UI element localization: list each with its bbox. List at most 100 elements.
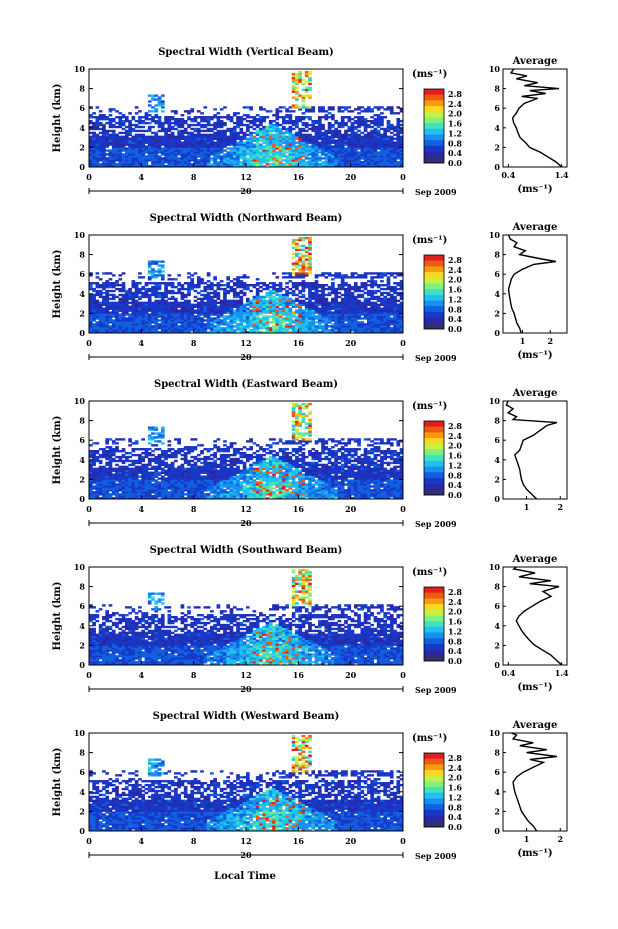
heatmap-cell [288,331,293,333]
heatmap-cell [89,141,93,144]
heatmap-cell [183,157,188,160]
heatmap-cell [383,297,388,301]
heatmap-cell [242,131,247,135]
heatmap-cell [357,121,361,125]
heatmap-cell [174,135,178,138]
heatmap-cell [144,307,149,310]
heatmap-cell [304,161,309,164]
heatmap-cell [115,151,119,154]
heatmap-cell [131,145,136,148]
heatmap-cell [360,311,365,314]
heatmap-cell [141,293,145,297]
heatmap-cell [252,118,257,121]
heatmap-cell [298,272,302,275]
heatmap-cell [295,323,299,326]
heatmap-cell [252,303,257,306]
heatmap-cell [396,121,401,125]
heatmap-cell [223,327,227,330]
heatmap-cell [226,299,231,303]
heatmap-cell [190,137,195,140]
heatmap-cell [131,303,136,306]
heatmap-cell [268,133,273,137]
heatmap-cell [134,284,139,287]
heatmap-cell [95,291,100,295]
heatmap-cell [206,153,211,156]
heatmap-cell [200,289,204,293]
heatmap-cell [89,487,93,490]
heatmap-cell [249,108,253,111]
heatmap-cell [210,291,214,295]
heatmap-cell [295,262,299,265]
heatmap-cell [295,137,299,140]
heatmap-cell [278,139,283,142]
heatmap-cell [239,284,244,287]
heatmap-cell [92,289,96,293]
heatmap-cell [160,282,165,285]
colorbar-swatch [424,123,444,130]
heatmap-cell [347,293,352,297]
heatmap-cell [210,159,214,162]
heatmap-cell [118,287,123,291]
heatmap-cell [196,135,201,138]
heatmap-cell [285,145,289,148]
heatmap-cell [252,323,257,326]
heatmap-cell [301,116,306,119]
heatmap-cell [301,248,306,252]
heatmap-cell [324,157,329,160]
heatmap-cell [268,165,273,167]
heatmap-cell [304,123,309,127]
heatmap-cell [291,305,296,308]
heatmap-cell [340,110,345,113]
heatmap-cell [272,297,276,301]
heatmap-cell [265,133,270,137]
heatmap-cell [232,282,237,285]
heatmap-cell [89,143,93,146]
heatmap-cell [98,325,103,328]
heatmap-cell [380,313,384,316]
heatmap-cell [383,163,388,166]
heatmap-cell [275,145,280,148]
heatmap-cell [92,157,96,160]
heatmap-cell [229,301,234,304]
heatmap-cell [174,157,178,160]
heatmap-cell [154,139,159,142]
heatmap-cell [219,121,224,125]
heatmap-cell [89,272,93,275]
heatmap-cell [275,114,280,117]
heatmap-cell [311,143,316,146]
heatmap-cell [344,163,348,166]
heatmap-cell [278,311,283,314]
heatmap-cell [308,88,312,91]
heatmap-cell [219,108,224,111]
heatmap-cell [236,305,240,308]
heatmap-cell [272,305,276,308]
heatmap-cell [314,274,319,277]
heatmap-cell [128,297,132,301]
heatmap-cell [154,104,159,107]
heatmap-cell [376,125,381,129]
heatmap-cell [121,145,126,148]
heatmap-cell [131,159,136,162]
heatmap-cell [167,129,172,133]
heatmap-cell [327,161,332,164]
heatmap-cell [272,325,276,328]
heatmap-cell [177,121,181,125]
heatmap-cell [396,127,401,131]
heatmap-cell [200,157,204,160]
heatmap-cell [89,325,93,328]
heatmap-cell [386,282,391,285]
heatmap-cell [111,331,116,333]
heatmap-cell [301,264,306,267]
heatmap-cell [223,141,227,144]
heatmap-cell [337,303,342,306]
heatmap-cell [373,289,378,293]
heatmap-cell [308,293,312,297]
heatmap-cell [147,94,152,97]
heatmap-cell [353,121,358,125]
heatmap-cell [298,74,302,78]
heatmap-cell [272,145,276,148]
heatmap-cell [281,155,286,158]
heatmap-cell [89,114,93,117]
heatmap-cell [236,278,240,281]
heatmap-cell [376,309,381,312]
